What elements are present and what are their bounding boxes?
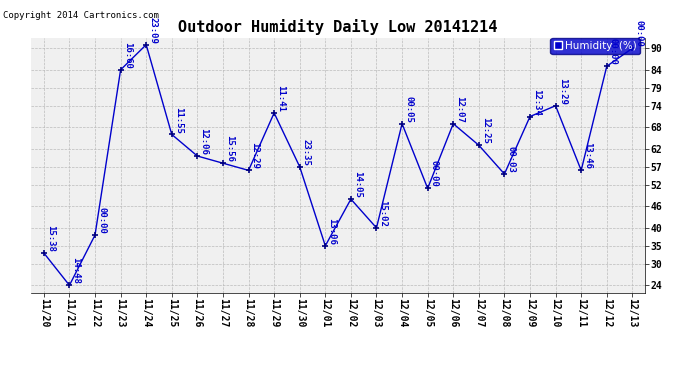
Text: 12:29: 12:29 xyxy=(250,142,259,169)
Text: 00:00: 00:00 xyxy=(609,38,618,65)
Text: 12:34: 12:34 xyxy=(532,88,541,116)
Text: 15:38: 15:38 xyxy=(46,225,55,252)
Text: 12:07: 12:07 xyxy=(455,96,464,123)
Text: 23:35: 23:35 xyxy=(302,139,310,166)
Text: 00:00: 00:00 xyxy=(430,160,439,187)
Text: 13:46: 13:46 xyxy=(583,142,592,169)
Title: Outdoor Humidity Daily Low 20141214: Outdoor Humidity Daily Low 20141214 xyxy=(179,19,497,35)
Text: 13:29: 13:29 xyxy=(558,78,566,105)
Legend: Humidity  (%): Humidity (%) xyxy=(551,38,640,54)
Text: Copyright 2014 Cartronics.com: Copyright 2014 Cartronics.com xyxy=(3,11,159,20)
Text: 11:55: 11:55 xyxy=(174,106,183,134)
Text: 00:00: 00:00 xyxy=(634,20,643,47)
Text: 00:03: 00:03 xyxy=(506,146,515,173)
Text: 11:41: 11:41 xyxy=(276,85,285,112)
Text: 00:00: 00:00 xyxy=(97,207,106,234)
Text: 13:06: 13:06 xyxy=(327,218,336,245)
Text: 16:60: 16:60 xyxy=(123,42,132,69)
Text: 14:48: 14:48 xyxy=(72,257,81,284)
Text: 23:09: 23:09 xyxy=(148,17,157,44)
Text: 15:56: 15:56 xyxy=(225,135,234,162)
Text: 12:25: 12:25 xyxy=(481,117,490,144)
Text: 00:05: 00:05 xyxy=(404,96,413,123)
Text: 12:06: 12:06 xyxy=(199,128,208,155)
Text: 15:02: 15:02 xyxy=(379,200,388,227)
Text: 14:05: 14:05 xyxy=(353,171,362,198)
